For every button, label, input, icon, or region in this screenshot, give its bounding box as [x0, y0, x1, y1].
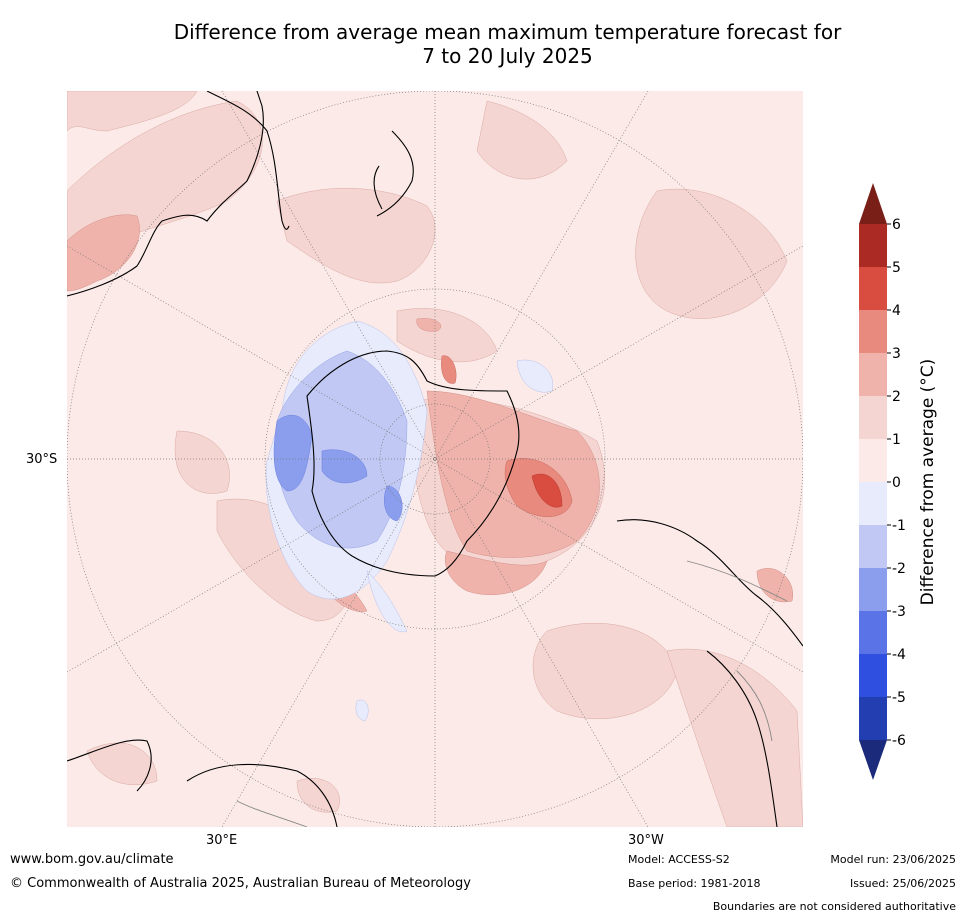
colorbar-tick-label: 3 — [892, 346, 901, 362]
temperature-anomaly-map — [67, 91, 803, 827]
colorbar-tick-label: -6 — [892, 733, 906, 749]
coastline-africa — [67, 739, 338, 827]
anomaly-band-minus3 — [273, 414, 403, 522]
anomaly-band-minus2 — [274, 350, 408, 549]
colorbar-tick-label: 6 — [892, 217, 901, 233]
lat-label-30s: 30°S — [26, 452, 58, 467]
colorbar-bin — [859, 224, 887, 267]
colorbar-tick-label: -2 — [892, 561, 906, 577]
map-title-line1: Difference from average mean maximum tem… — [173, 20, 842, 44]
coastline-south-america — [616, 519, 803, 827]
coastline-antarctica — [306, 350, 520, 577]
coastline-australia-east — [206, 91, 290, 230]
anomaly-band-plus4 — [531, 473, 563, 508]
colorbar-bin — [859, 396, 887, 439]
footer-disclaimer: Boundaries are not considered authoritat… — [712, 900, 956, 913]
colorbar-tick-label: 1 — [892, 432, 901, 448]
colorbar-bin — [859, 310, 887, 353]
colorbar-bin — [859, 654, 887, 697]
colorbar-tick-label: 2 — [892, 389, 901, 405]
colorbar: 6 5 4 3 2 1 0 -1 -2 -3 -4 -5 -6 — [859, 183, 906, 780]
colorbar-bin — [859, 568, 887, 611]
coastline-new-zealand — [373, 130, 414, 217]
coastline-australia — [67, 91, 264, 297]
national-borders — [236, 560, 788, 827]
colorbar-bin — [859, 697, 887, 740]
colorbar-bin — [859, 482, 887, 525]
colorbar-tick-label: -4 — [892, 647, 906, 663]
graticule — [67, 91, 803, 827]
footer-base-period: Base period: 1981-2018 — [628, 877, 761, 890]
map-title: Difference from average mean maximum tem… — [60, 20, 955, 68]
colorbar-extend-min — [859, 740, 887, 780]
footer-copyright: © Commonwealth of Australia 2025, Austra… — [10, 876, 471, 891]
colorbar-tick-label: -1 — [892, 518, 906, 534]
colorbar-tick-label: 4 — [892, 303, 901, 319]
footer-issued: Issued: 25/06/2025 — [849, 877, 956, 890]
colorbar-bin — [859, 267, 887, 310]
colorbar-bin — [859, 611, 887, 654]
colorbar-tick-label: -3 — [892, 604, 906, 620]
colorbar-bin — [859, 353, 887, 396]
coastlines — [67, 91, 803, 827]
lon-label-30e: 30°E — [206, 833, 238, 848]
colorbar-tick-label: -5 — [892, 690, 906, 706]
colorbar-extend-max — [859, 183, 887, 224]
footer-model-run: Model run: 23/06/2025 — [830, 853, 956, 866]
colorbar-tick-label: 5 — [892, 260, 901, 276]
colorbar-bin — [859, 439, 887, 482]
map-title-line2: 7 to 20 July 2025 — [422, 44, 593, 68]
footer-model: Model: ACCESS-S2 — [628, 853, 730, 866]
colorbar-tick-label: 0 — [892, 475, 901, 491]
lon-label-30w: 30°W — [628, 833, 664, 848]
colorbar-bin — [859, 525, 887, 568]
colorbar-title: Difference from average (°C) — [918, 358, 938, 606]
footer-website[interactable]: www.bom.gov.au/climate — [10, 852, 174, 867]
